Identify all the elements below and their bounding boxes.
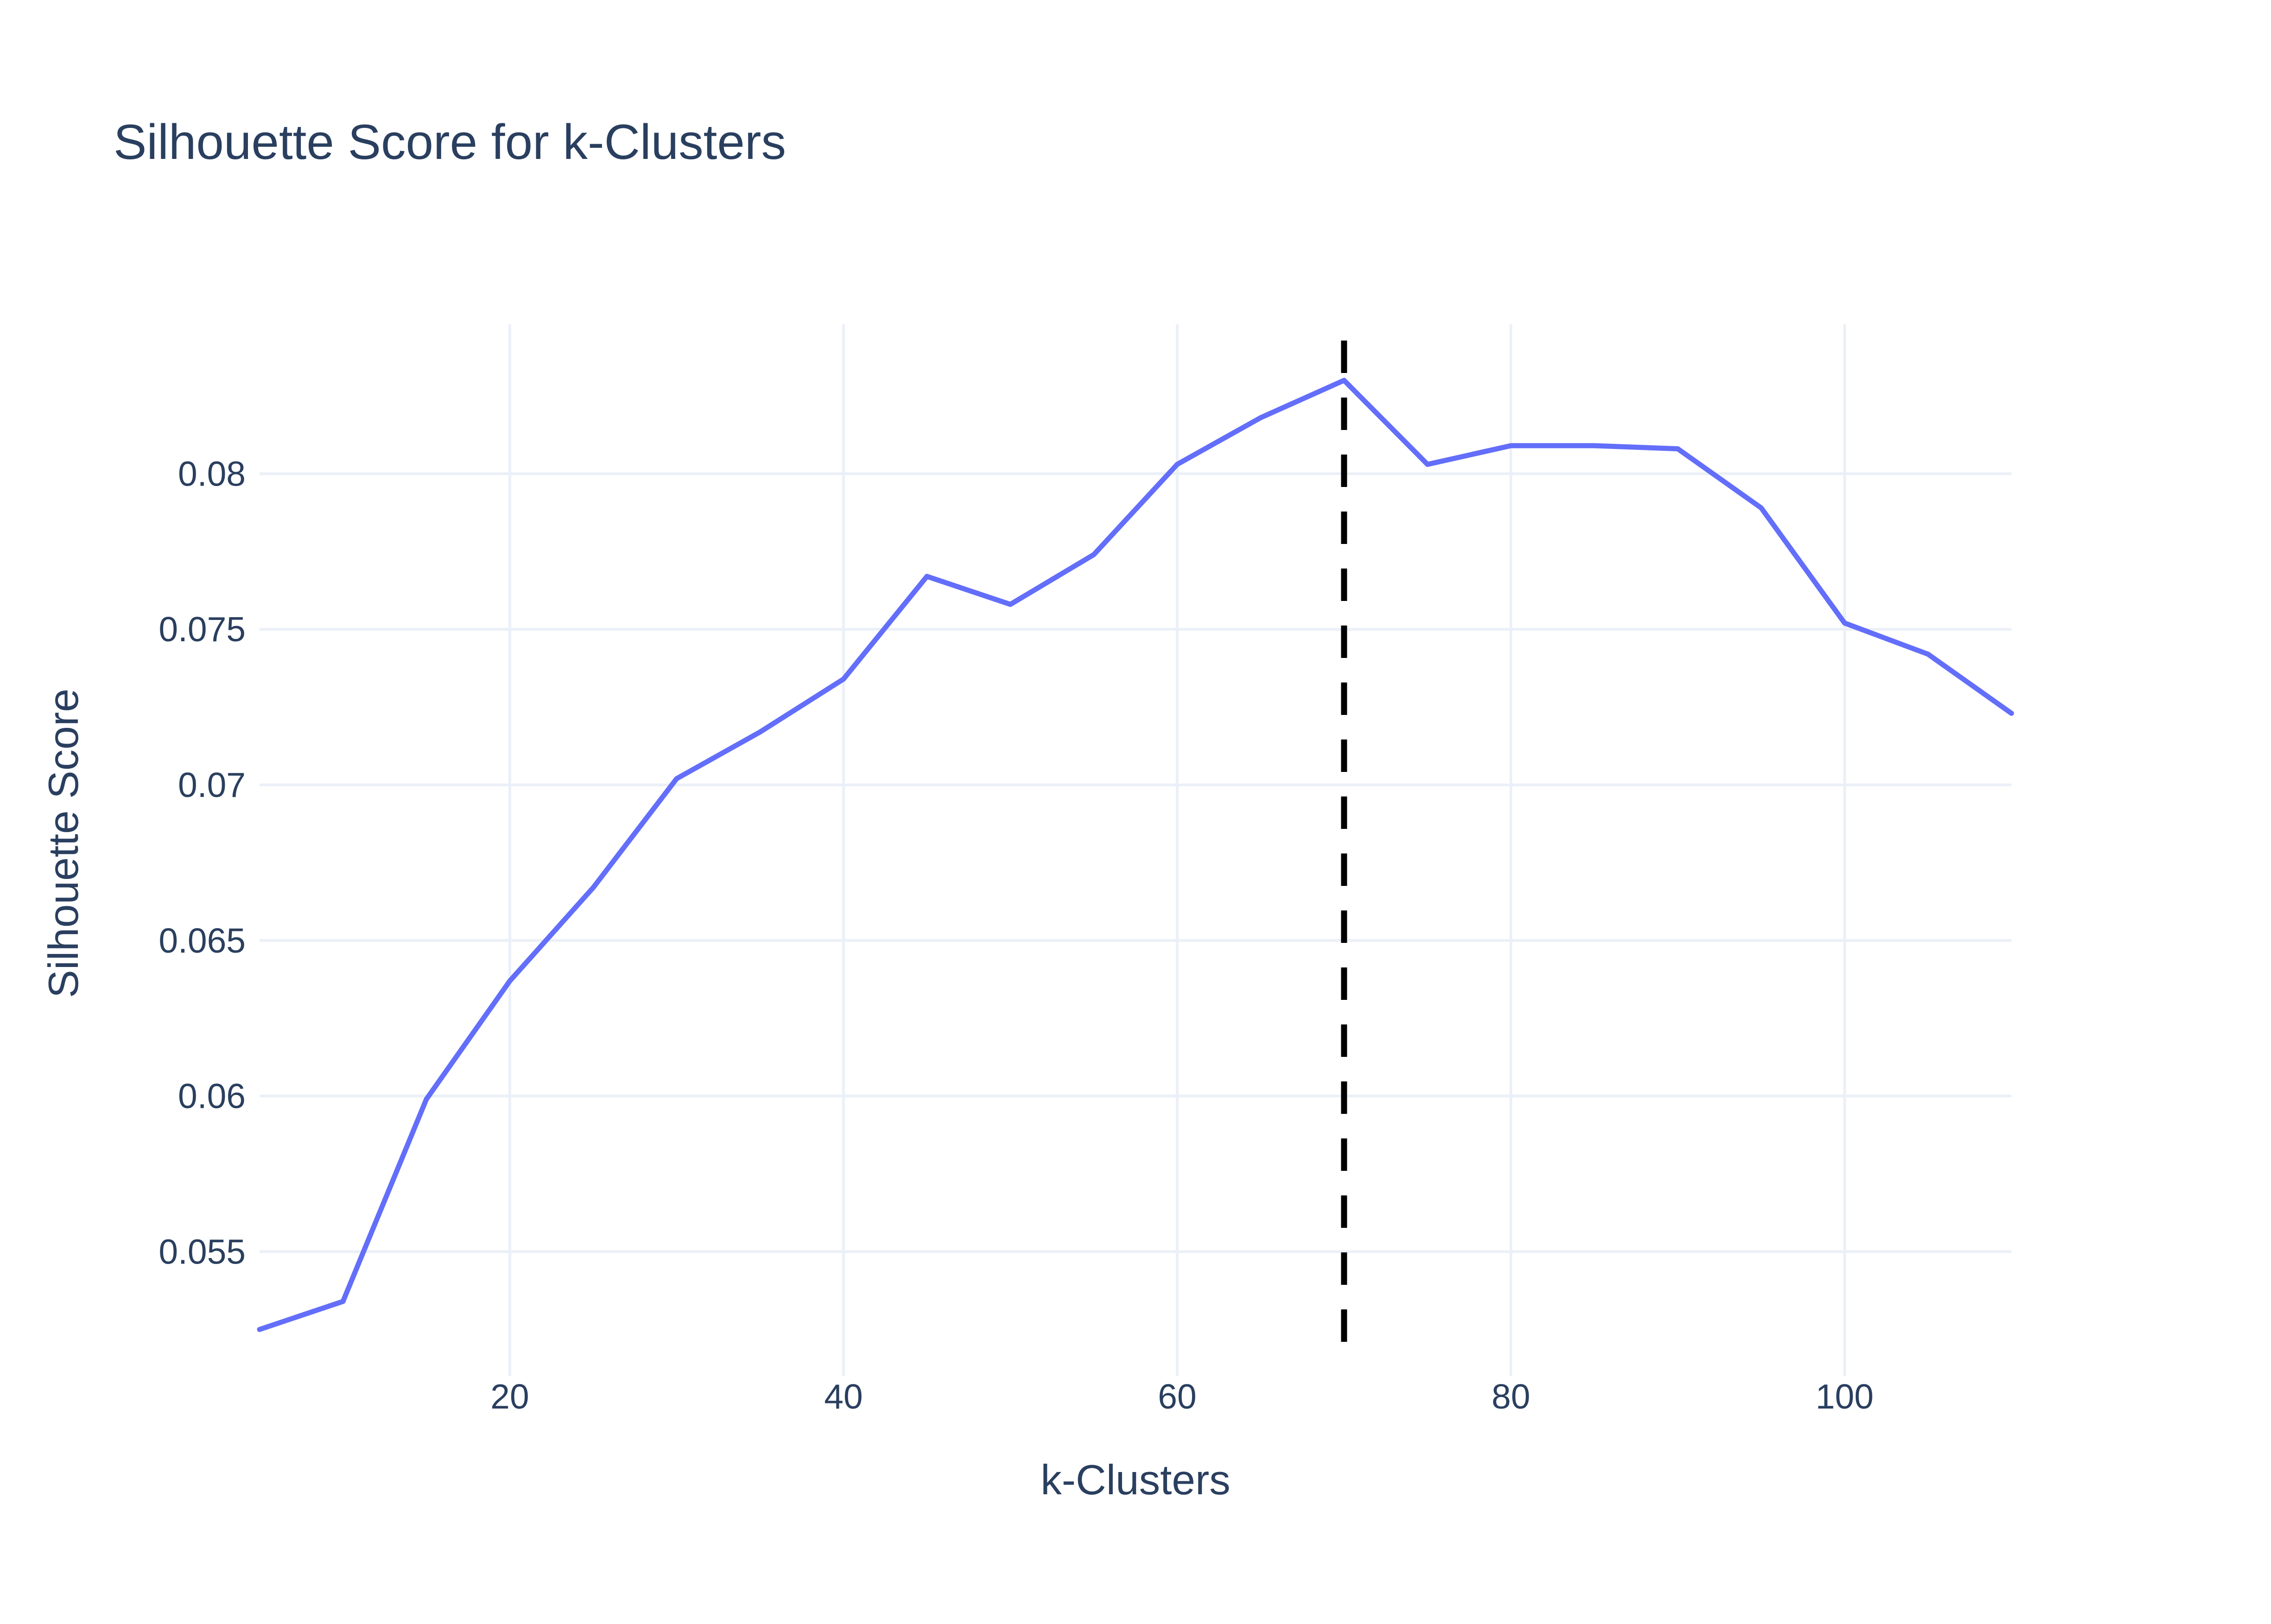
tick-label-layer: 20 40 60 80 100 0.055 0.06 0.065 0.07 0.075 0.08	[159, 454, 1873, 1416]
grid-layer	[260, 324, 2011, 1376]
series-line	[257, 378, 2014, 1332]
y-tick-label: 0.055	[159, 1232, 246, 1271]
x-tick-label: 20	[490, 1377, 529, 1416]
x-tick-label: 80	[1491, 1377, 1530, 1416]
x-tick-label: 60	[1158, 1377, 1196, 1416]
y-tick-label: 0.08	[178, 454, 246, 493]
x-tick-label: 100	[1815, 1377, 1873, 1416]
y-tick-label: 0.065	[159, 921, 246, 960]
chart-title: Silhouette Score for k-Clusters	[114, 114, 786, 170]
y-tick-label: 0.07	[178, 765, 246, 804]
y-axis-title: Silhouette Score	[40, 689, 87, 998]
y-tick-label: 0.06	[178, 1077, 246, 1116]
y-tick-label: 0.075	[159, 610, 246, 649]
x-axis-title: k-Clusters	[1040, 1457, 1231, 1504]
series-layer	[257, 378, 2014, 1332]
x-tick-label: 40	[824, 1377, 863, 1416]
